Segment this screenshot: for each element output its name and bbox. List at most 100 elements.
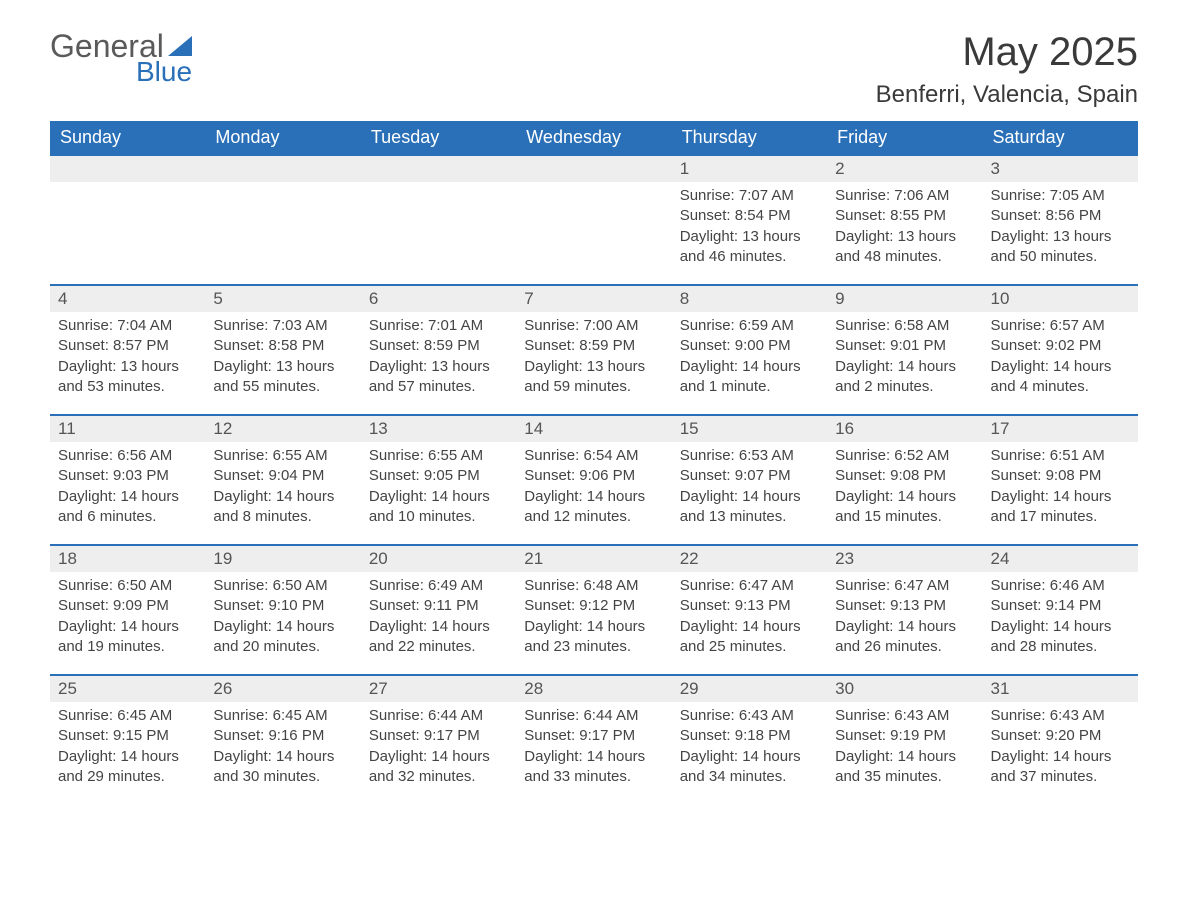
weekday-header: Wednesday	[516, 121, 671, 155]
sunset-text: Sunset: 9:17 PM	[369, 726, 508, 746]
daylight-line1: Daylight: 14 hours	[369, 747, 508, 767]
daylight-line1: Daylight: 14 hours	[213, 747, 352, 767]
day-info: Sunrise: 7:01 AMSunset: 8:59 PMDaylight:…	[361, 312, 516, 405]
sunset-text: Sunset: 9:05 PM	[369, 466, 508, 486]
daylight-line1: Daylight: 14 hours	[991, 747, 1130, 767]
sunset-text: Sunset: 8:55 PM	[835, 206, 974, 226]
sunrise-text: Sunrise: 6:44 AM	[524, 706, 663, 726]
logo-word-blue: Blue	[136, 58, 192, 86]
sunset-text: Sunset: 9:12 PM	[524, 596, 663, 616]
sunrise-text: Sunrise: 6:45 AM	[58, 706, 197, 726]
day-info: Sunrise: 6:57 AMSunset: 9:02 PMDaylight:…	[983, 312, 1138, 405]
sunset-text: Sunset: 9:07 PM	[680, 466, 819, 486]
daylight-line1: Daylight: 14 hours	[991, 617, 1130, 637]
day-info: Sunrise: 6:43 AMSunset: 9:19 PMDaylight:…	[827, 702, 982, 795]
empty-day-cell	[361, 155, 516, 285]
day-info: Sunrise: 6:45 AMSunset: 9:16 PMDaylight:…	[205, 702, 360, 795]
daylight-line2: and 34 minutes.	[680, 767, 819, 787]
day-number: 30	[827, 676, 982, 702]
day-info: Sunrise: 6:50 AMSunset: 9:10 PMDaylight:…	[205, 572, 360, 665]
day-cell: 8Sunrise: 6:59 AMSunset: 9:00 PMDaylight…	[672, 285, 827, 415]
sunset-text: Sunset: 9:08 PM	[835, 466, 974, 486]
day-info: Sunrise: 6:53 AMSunset: 9:07 PMDaylight:…	[672, 442, 827, 535]
daylight-line1: Daylight: 14 hours	[524, 747, 663, 767]
day-info: Sunrise: 6:52 AMSunset: 9:08 PMDaylight:…	[827, 442, 982, 535]
day-cell: 24Sunrise: 6:46 AMSunset: 9:14 PMDayligh…	[983, 545, 1138, 675]
daylight-line2: and 46 minutes.	[680, 247, 819, 267]
sunset-text: Sunset: 9:13 PM	[835, 596, 974, 616]
empty-day-cell	[205, 155, 360, 285]
sunrise-text: Sunrise: 6:46 AM	[991, 576, 1130, 596]
sunrise-text: Sunrise: 6:50 AM	[58, 576, 197, 596]
weekday-header: Thursday	[672, 121, 827, 155]
daylight-line2: and 13 minutes.	[680, 507, 819, 527]
day-cell: 30Sunrise: 6:43 AMSunset: 9:19 PMDayligh…	[827, 675, 982, 805]
sunset-text: Sunset: 9:06 PM	[524, 466, 663, 486]
day-info: Sunrise: 6:58 AMSunset: 9:01 PMDaylight:…	[827, 312, 982, 405]
daylight-line1: Daylight: 13 hours	[991, 227, 1130, 247]
daylight-line2: and 25 minutes.	[680, 637, 819, 657]
daylight-line2: and 4 minutes.	[991, 377, 1130, 397]
day-info: Sunrise: 7:03 AMSunset: 8:58 PMDaylight:…	[205, 312, 360, 405]
day-info: Sunrise: 6:49 AMSunset: 9:11 PMDaylight:…	[361, 572, 516, 665]
day-cell: 10Sunrise: 6:57 AMSunset: 9:02 PMDayligh…	[983, 285, 1138, 415]
day-number-bar	[205, 156, 360, 182]
day-cell: 19Sunrise: 6:50 AMSunset: 9:10 PMDayligh…	[205, 545, 360, 675]
daylight-line1: Daylight: 13 hours	[213, 357, 352, 377]
day-number: 13	[361, 416, 516, 442]
day-number: 15	[672, 416, 827, 442]
day-cell: 6Sunrise: 7:01 AMSunset: 8:59 PMDaylight…	[361, 285, 516, 415]
daylight-line1: Daylight: 14 hours	[680, 747, 819, 767]
day-number: 29	[672, 676, 827, 702]
daylight-line1: Daylight: 14 hours	[213, 617, 352, 637]
daylight-line1: Daylight: 14 hours	[680, 487, 819, 507]
daylight-line1: Daylight: 14 hours	[524, 487, 663, 507]
calendar-week-row: 25Sunrise: 6:45 AMSunset: 9:15 PMDayligh…	[50, 675, 1138, 805]
daylight-line1: Daylight: 14 hours	[58, 487, 197, 507]
weekday-header-row: Sunday Monday Tuesday Wednesday Thursday…	[50, 121, 1138, 155]
daylight-line2: and 59 minutes.	[524, 377, 663, 397]
day-info: Sunrise: 6:55 AMSunset: 9:05 PMDaylight:…	[361, 442, 516, 535]
daylight-line2: and 35 minutes.	[835, 767, 974, 787]
daylight-line2: and 53 minutes.	[58, 377, 197, 397]
daylight-line1: Daylight: 14 hours	[835, 617, 974, 637]
sunrise-text: Sunrise: 6:43 AM	[680, 706, 819, 726]
day-number: 1	[672, 156, 827, 182]
daylight-line2: and 37 minutes.	[991, 767, 1130, 787]
sunset-text: Sunset: 9:20 PM	[991, 726, 1130, 746]
daylight-line1: Daylight: 14 hours	[58, 747, 197, 767]
day-number: 7	[516, 286, 671, 312]
sunrise-text: Sunrise: 6:54 AM	[524, 446, 663, 466]
day-info: Sunrise: 6:45 AMSunset: 9:15 PMDaylight:…	[50, 702, 205, 795]
day-number: 11	[50, 416, 205, 442]
sunrise-text: Sunrise: 6:59 AM	[680, 316, 819, 336]
sunrise-text: Sunrise: 6:55 AM	[213, 446, 352, 466]
day-info: Sunrise: 6:56 AMSunset: 9:03 PMDaylight:…	[50, 442, 205, 535]
daylight-line1: Daylight: 13 hours	[58, 357, 197, 377]
day-info: Sunrise: 6:48 AMSunset: 9:12 PMDaylight:…	[516, 572, 671, 665]
sunrise-text: Sunrise: 7:05 AM	[991, 186, 1130, 206]
logo-triangle-icon	[168, 36, 192, 56]
sunrise-text: Sunrise: 7:06 AM	[835, 186, 974, 206]
sunset-text: Sunset: 8:54 PM	[680, 206, 819, 226]
daylight-line1: Daylight: 14 hours	[680, 617, 819, 637]
day-cell: 1Sunrise: 7:07 AMSunset: 8:54 PMDaylight…	[672, 155, 827, 285]
daylight-line1: Daylight: 14 hours	[991, 487, 1130, 507]
daylight-line2: and 10 minutes.	[369, 507, 508, 527]
sunrise-text: Sunrise: 6:47 AM	[835, 576, 974, 596]
sunset-text: Sunset: 9:10 PM	[213, 596, 352, 616]
day-number-bar	[361, 156, 516, 182]
day-number: 4	[50, 286, 205, 312]
sunrise-text: Sunrise: 6:50 AM	[213, 576, 352, 596]
daylight-line1: Daylight: 13 hours	[680, 227, 819, 247]
day-cell: 12Sunrise: 6:55 AMSunset: 9:04 PMDayligh…	[205, 415, 360, 545]
sunrise-text: Sunrise: 6:53 AM	[680, 446, 819, 466]
calendar-week-row: 18Sunrise: 6:50 AMSunset: 9:09 PMDayligh…	[50, 545, 1138, 675]
day-info: Sunrise: 6:54 AMSunset: 9:06 PMDaylight:…	[516, 442, 671, 535]
weekday-header: Friday	[827, 121, 982, 155]
day-info: Sunrise: 6:47 AMSunset: 9:13 PMDaylight:…	[827, 572, 982, 665]
day-number: 9	[827, 286, 982, 312]
day-number: 18	[50, 546, 205, 572]
day-info: Sunrise: 7:05 AMSunset: 8:56 PMDaylight:…	[983, 182, 1138, 275]
day-info: Sunrise: 7:04 AMSunset: 8:57 PMDaylight:…	[50, 312, 205, 405]
